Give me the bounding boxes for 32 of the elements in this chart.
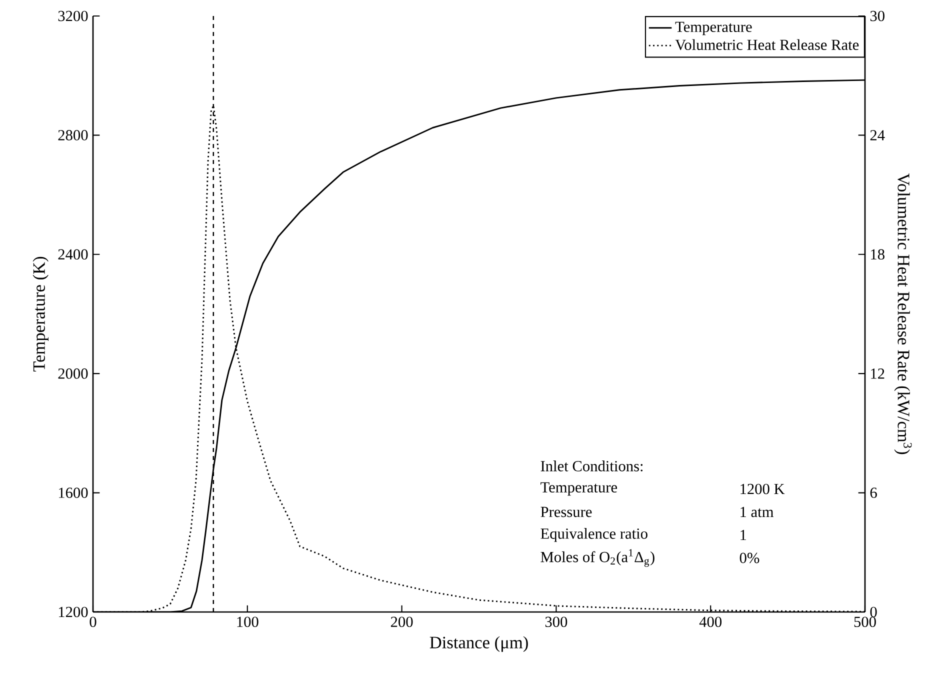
y-axis-title: Temperature (K)	[32, 256, 48, 372]
x-tick-label: 100	[237, 616, 258, 628]
y2-tick-label: 6	[870, 488, 877, 498]
x-tick-label: 400	[699, 616, 722, 628]
x-tick-label: 200	[390, 616, 413, 628]
y-tick-label: 2000	[58, 368, 88, 379]
x-tick-label: 0	[90, 616, 96, 628]
y-tick-label: 2400	[58, 249, 88, 260]
y2-tick-label: 12	[871, 368, 884, 379]
annotation: Temperature	[540, 482, 618, 496]
annotation: 1	[740, 530, 746, 540]
annotation: Inlet Conditions:	[540, 460, 643, 472]
x-axis-title: Distance (μm)	[430, 636, 528, 652]
annotation: 1 atm	[740, 506, 774, 518]
legend-label: Temperature	[675, 22, 752, 36]
y2-tick-label: 18	[871, 249, 884, 260]
y-tick-label: 2800	[58, 130, 88, 140]
x-tick-label: 500	[854, 616, 876, 628]
y2-axis-title: Volumetric Heat Release Rate (kW/cm$^{3}$)	[894, 173, 912, 454]
annotation: Moles of O$_{2}$(a$^{1}$Δ$_{g}$)	[540, 549, 654, 567]
y2-tick-label: 30	[870, 10, 884, 22]
legend-label: Volumetric Heat Release Rate	[675, 39, 859, 50]
annotation: Pressure	[540, 506, 592, 518]
y2-tick-label: 0	[870, 606, 877, 618]
annotation: 0%	[740, 552, 760, 564]
annotation: Equivalence ratio	[540, 528, 648, 542]
y-tick-label: 3200	[58, 10, 88, 22]
x-tick-label: 300	[545, 616, 568, 628]
y-tick-label: 1600	[58, 488, 88, 498]
y2-tick-label: 24	[870, 130, 885, 140]
annotation: 1200 K	[740, 484, 785, 494]
y-tick-label: 1200	[58, 606, 88, 618]
